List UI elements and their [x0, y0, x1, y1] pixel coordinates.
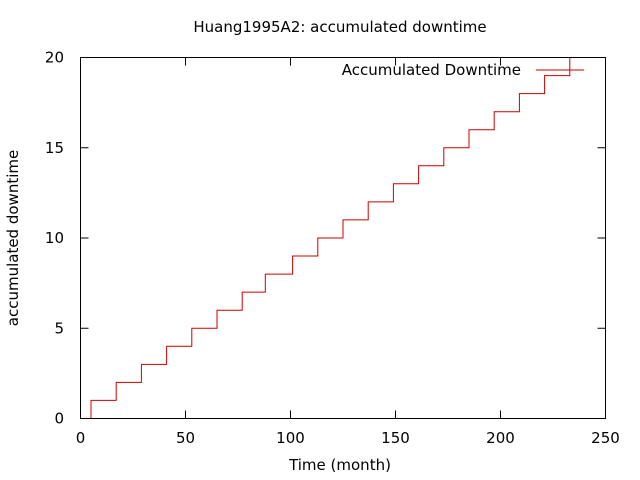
chart-title: Huang1995A2: accumulated downtime	[193, 18, 486, 36]
x-tick-label: 50	[176, 429, 195, 447]
y-tick-label: 10	[45, 229, 64, 247]
y-tick-label: 15	[45, 139, 64, 157]
legend: Accumulated Downtime	[342, 61, 584, 79]
x-tick-label: 150	[381, 429, 410, 447]
x-tick-label: 250	[591, 429, 620, 447]
y-tick-label: 0	[54, 410, 64, 428]
y-tick-label: 5	[54, 319, 64, 337]
y-axis: 0 5 10 15 20	[45, 49, 606, 428]
y-axis-label: accumulated downtime	[4, 150, 22, 326]
y-tick-label: 20	[45, 49, 64, 67]
x-tick-label: 100	[276, 429, 305, 447]
legend-label: Accumulated Downtime	[342, 61, 521, 79]
x-tick-label: 200	[486, 429, 515, 447]
step-path	[90, 57, 571, 419]
x-tick-label: 0	[76, 429, 86, 447]
series-line	[90, 57, 571, 419]
series-layer	[90, 57, 571, 419]
x-axis-label: Time (month)	[288, 456, 391, 474]
x-axis: 0 50 100 150 200 250	[76, 57, 620, 447]
